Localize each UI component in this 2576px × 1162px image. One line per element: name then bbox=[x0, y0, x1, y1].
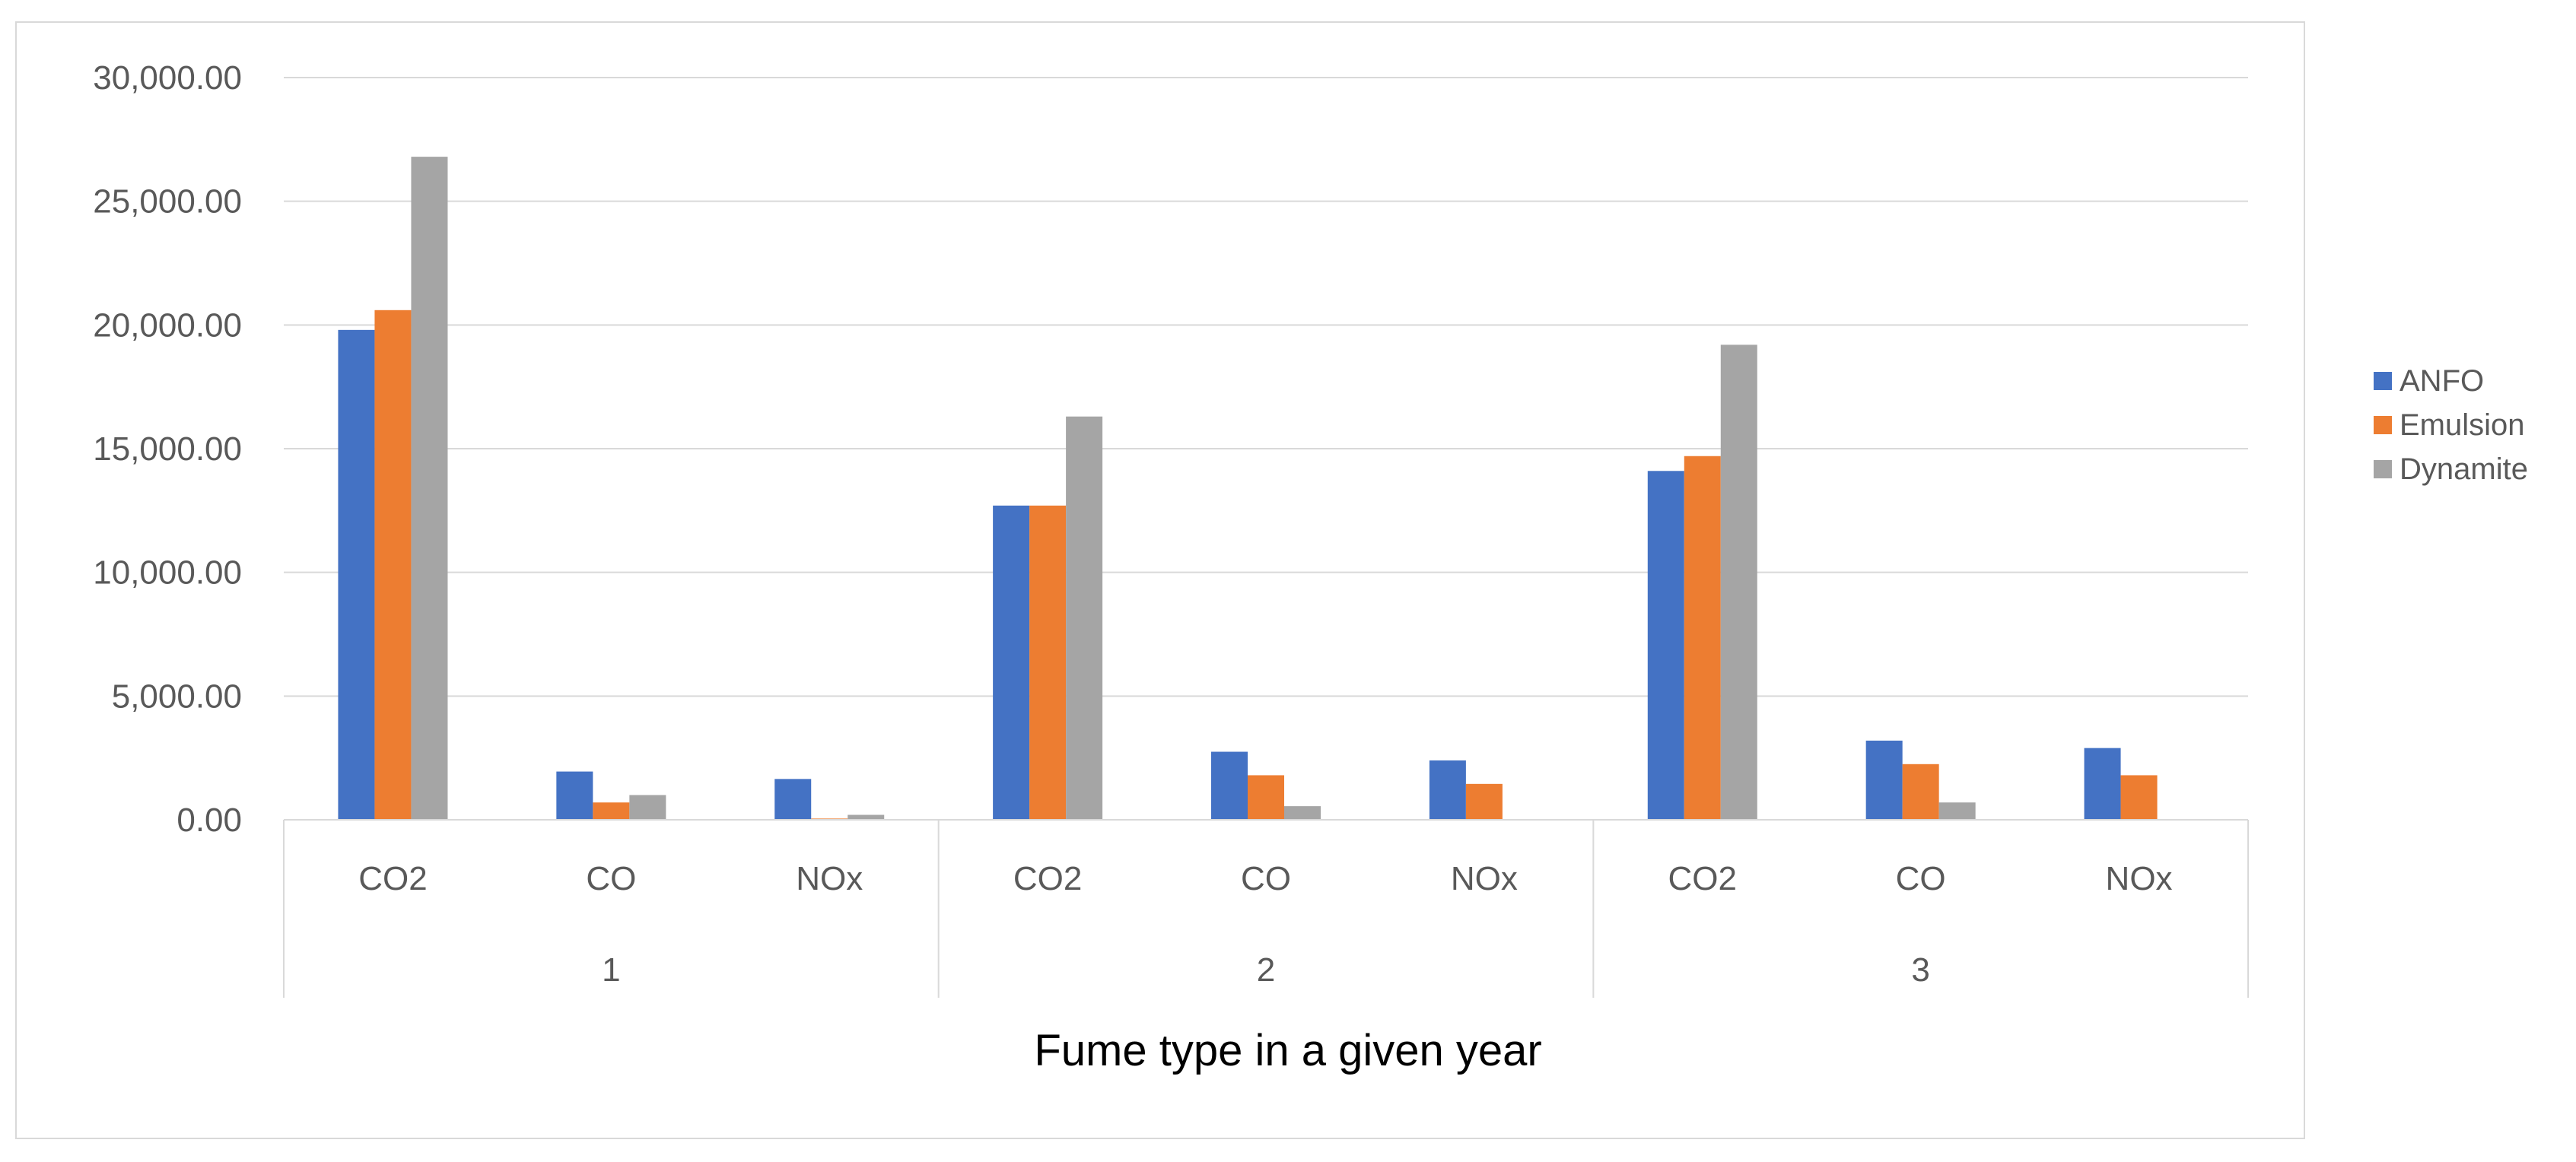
y-axis-ticks: 0.00 5,000.00 10,000.00 15,000.00 20,000.00 2… bbox=[93, 59, 242, 839]
x-tick-label: CO bbox=[586, 860, 636, 897]
bar-anfo bbox=[2084, 748, 2121, 820]
bar-anfo bbox=[993, 505, 1030, 820]
legend-swatch-emulsion bbox=[2374, 416, 2392, 434]
bar-emulsion bbox=[1902, 764, 1939, 820]
y-tick-label: 30,000.00 bbox=[93, 59, 242, 97]
bar-dynamite bbox=[629, 795, 666, 820]
x-axis-title: Fume type in a given year bbox=[1034, 1026, 1542, 1075]
gridlines bbox=[284, 77, 2248, 697]
bar-dynamite bbox=[1284, 806, 1321, 820]
x-tick-label: NOx bbox=[1451, 860, 1518, 897]
group-label: 2 bbox=[1257, 951, 1275, 989]
group-label: 3 bbox=[1911, 951, 1929, 989]
bar-emulsion bbox=[1248, 775, 1284, 820]
legend-label-dynamite: Dynamite bbox=[2399, 452, 2528, 486]
bar-dynamite bbox=[411, 157, 448, 820]
bar-dynamite bbox=[848, 814, 885, 820]
x-tick-label: CO2 bbox=[358, 860, 427, 897]
y-tick-label: 15,000.00 bbox=[93, 430, 242, 468]
x-tick-label: CO bbox=[1241, 860, 1291, 897]
x-tick-label: CO2 bbox=[1013, 860, 1082, 897]
bar-dynamite bbox=[1938, 802, 1976, 820]
y-tick-label: 0.00 bbox=[177, 802, 242, 839]
bar-anfo bbox=[774, 779, 812, 820]
legend-label-emulsion: Emulsion bbox=[2399, 408, 2525, 442]
bar-anfo bbox=[1647, 471, 1684, 820]
legend-item-emulsion: Emulsion bbox=[2374, 403, 2528, 447]
y-tick-label: 10,000.00 bbox=[93, 554, 242, 592]
bar-emulsion bbox=[1684, 456, 1721, 820]
x-tick-label: CO bbox=[1896, 860, 1946, 897]
x-tick-label: NOx bbox=[796, 860, 863, 897]
legend: ANFO Emulsion Dynamite bbox=[2374, 359, 2528, 491]
bar-emulsion bbox=[2120, 775, 2158, 820]
bar-anfo bbox=[1865, 740, 1903, 820]
bar-anfo bbox=[1429, 760, 1466, 820]
bar-anfo bbox=[556, 771, 593, 820]
x-tick-label: NOx bbox=[2106, 860, 2173, 897]
legend-item-dynamite: Dynamite bbox=[2374, 447, 2528, 491]
x-axis: CO2 CO NOx CO2 CO NOx CO2 CO NOx 1 2 3 bbox=[283, 819, 2249, 998]
legend-swatch-dynamite bbox=[2374, 460, 2392, 478]
y-tick-label: 20,000.00 bbox=[93, 306, 242, 344]
legend-item-anfo: ANFO bbox=[2374, 359, 2528, 403]
bar-emulsion bbox=[374, 310, 412, 820]
legend-label-anfo: ANFO bbox=[2399, 364, 2485, 398]
bar-anfo bbox=[1211, 751, 1248, 820]
bar-anfo bbox=[338, 329, 375, 821]
x-tick-label: CO2 bbox=[1668, 860, 1737, 897]
bar-dynamite bbox=[1720, 344, 1757, 820]
legend-swatch-anfo bbox=[2374, 372, 2392, 390]
bars bbox=[338, 157, 2158, 821]
bar-emulsion bbox=[593, 802, 630, 820]
bar-emulsion bbox=[1465, 783, 1503, 820]
group-label: 1 bbox=[602, 951, 620, 989]
bar-emulsion bbox=[1029, 505, 1067, 820]
bar-dynamite bbox=[1066, 416, 1103, 820]
y-tick-label: 25,000.00 bbox=[93, 183, 242, 221]
y-tick-label: 5,000.00 bbox=[112, 678, 242, 715]
